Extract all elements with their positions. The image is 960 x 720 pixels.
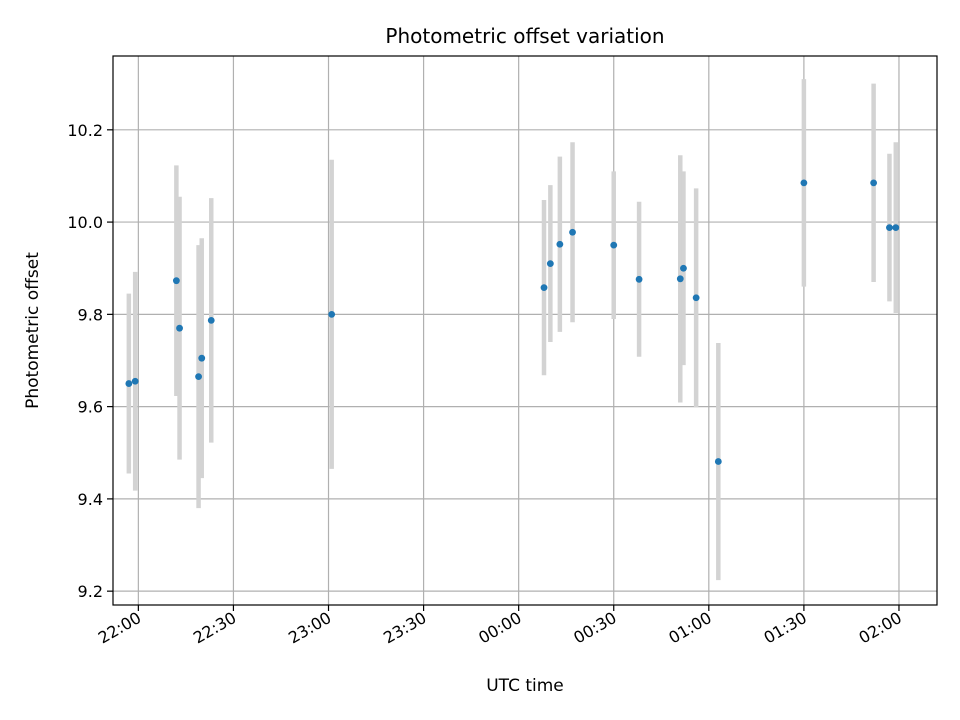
data-point	[195, 373, 202, 381]
y-tick-label: 9.6	[78, 398, 103, 417]
data-point	[546, 260, 554, 268]
data-point	[569, 228, 576, 236]
y-axis-title: Photometric offset	[23, 252, 43, 409]
data-point	[198, 354, 206, 362]
y-tick-label: 9.4	[78, 490, 103, 509]
data-point	[172, 277, 180, 285]
data-point	[540, 284, 548, 291]
data-point	[176, 324, 183, 332]
data-point	[714, 458, 722, 465]
data-point	[207, 316, 215, 324]
y-tick-label: 10.0	[67, 213, 103, 232]
data-point	[870, 179, 878, 187]
data-point	[556, 240, 564, 248]
y-tick-label: 9.8	[78, 305, 103, 324]
data-point	[125, 380, 133, 387]
data-point	[328, 310, 336, 318]
data-point	[692, 294, 700, 302]
data-point	[800, 179, 808, 187]
data-point	[680, 264, 687, 272]
data-point	[886, 224, 893, 232]
chart-title: Photometric offset variation	[385, 24, 664, 48]
data-point	[635, 275, 643, 283]
data-points	[125, 179, 900, 465]
data-point	[892, 224, 900, 232]
data-point	[131, 377, 139, 385]
data-point	[610, 241, 618, 249]
grid	[113, 56, 937, 605]
x-axis-title: UTC time	[486, 676, 564, 696]
data-point	[676, 275, 684, 283]
y-tick-label: 10.2	[67, 121, 103, 140]
y-tick-label: 9.2	[78, 582, 103, 601]
plot-frame	[112, 55, 938, 606]
